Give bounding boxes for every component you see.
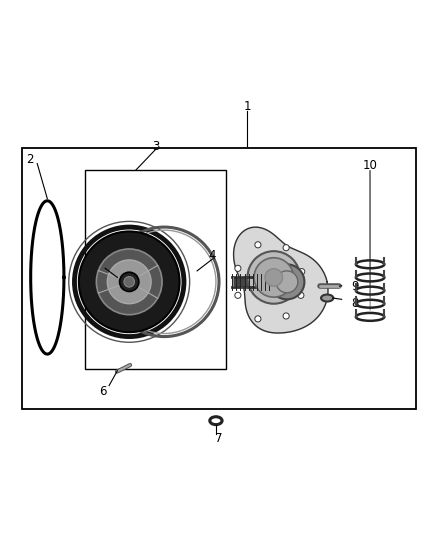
Circle shape — [265, 269, 283, 286]
Circle shape — [124, 277, 134, 287]
Bar — [22, 148, 416, 409]
Text: 6: 6 — [99, 385, 107, 398]
Bar — [85, 170, 226, 369]
Circle shape — [79, 231, 180, 332]
Text: 4: 4 — [208, 249, 216, 262]
Circle shape — [255, 316, 261, 322]
Circle shape — [235, 265, 241, 271]
Circle shape — [107, 260, 151, 304]
Circle shape — [299, 269, 305, 274]
Circle shape — [298, 292, 304, 298]
Circle shape — [120, 272, 139, 292]
Text: 9: 9 — [351, 280, 359, 293]
Circle shape — [96, 249, 162, 314]
Ellipse shape — [321, 295, 333, 302]
Text: 3: 3 — [152, 140, 159, 152]
Circle shape — [247, 251, 300, 304]
Text: 7: 7 — [215, 432, 223, 445]
Text: 2: 2 — [26, 152, 34, 166]
Polygon shape — [233, 227, 328, 333]
Text: 10: 10 — [363, 159, 378, 172]
Circle shape — [283, 313, 289, 319]
Circle shape — [235, 292, 241, 298]
Circle shape — [283, 245, 289, 251]
Text: 5: 5 — [99, 258, 106, 271]
Circle shape — [276, 271, 298, 293]
Circle shape — [254, 258, 293, 297]
Circle shape — [269, 264, 304, 300]
Circle shape — [255, 242, 261, 248]
Text: 1: 1 — [244, 100, 251, 113]
Text: 8: 8 — [351, 297, 358, 310]
